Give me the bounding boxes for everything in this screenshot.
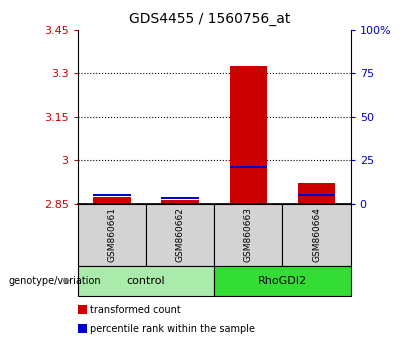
Text: GSM860664: GSM860664 — [312, 207, 321, 262]
FancyBboxPatch shape — [146, 204, 214, 266]
Bar — [161, 197, 199, 199]
Text: GSM860663: GSM860663 — [244, 207, 253, 262]
Bar — [230, 66, 267, 204]
FancyBboxPatch shape — [78, 266, 214, 296]
FancyBboxPatch shape — [78, 204, 146, 266]
Text: transformed count: transformed count — [90, 305, 181, 315]
Text: percentile rank within the sample: percentile rank within the sample — [90, 324, 255, 334]
FancyBboxPatch shape — [214, 266, 351, 296]
Bar — [298, 183, 335, 204]
Text: RhoGDI2: RhoGDI2 — [258, 275, 307, 286]
Bar — [230, 166, 267, 169]
FancyBboxPatch shape — [214, 204, 282, 266]
Text: genotype/variation: genotype/variation — [8, 275, 101, 286]
Text: control: control — [127, 275, 165, 286]
Text: GSM860661: GSM860661 — [108, 207, 116, 262]
FancyBboxPatch shape — [282, 204, 351, 266]
Bar — [161, 200, 199, 204]
Text: GDS4455 / 1560756_at: GDS4455 / 1560756_at — [129, 12, 291, 27]
Bar — [298, 194, 335, 196]
Text: GSM860662: GSM860662 — [176, 207, 184, 262]
Bar — [93, 197, 131, 204]
Bar — [93, 194, 131, 196]
